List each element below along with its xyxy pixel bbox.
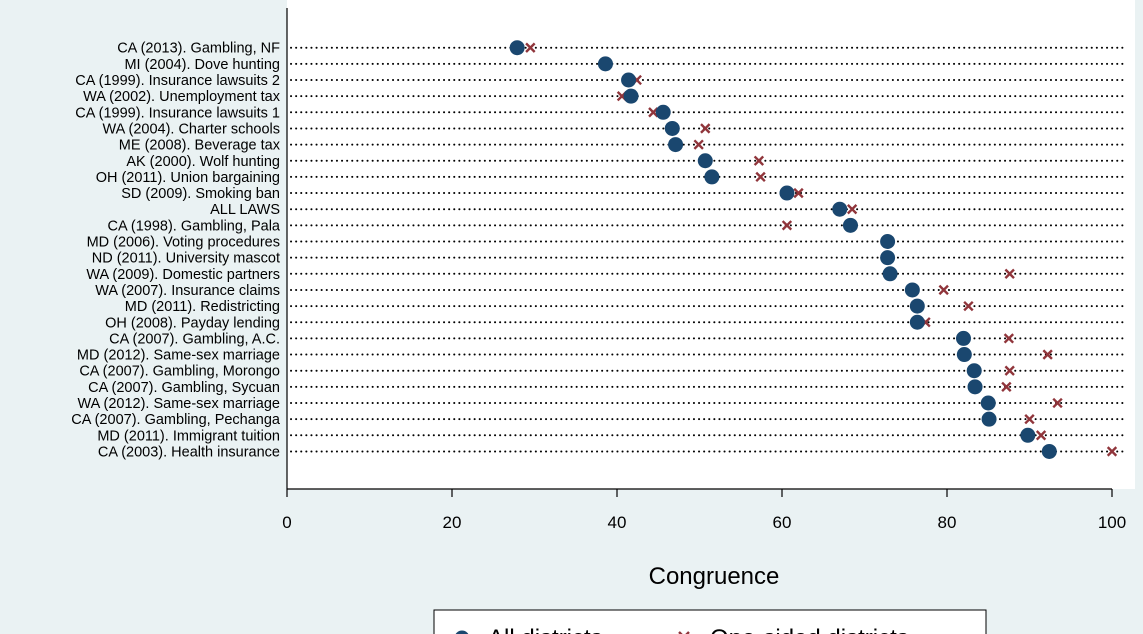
x-tick-label: 100: [1098, 513, 1126, 532]
category-label: CA (2007). Gambling, Sycuan: [88, 380, 280, 396]
one-sided-districts-point: [781, 220, 793, 231]
legend-label-one-sided-districts: One-sided districts: [710, 625, 909, 634]
one-sided-districts-point: [938, 284, 949, 296]
one-sided-districts-point: [1004, 268, 1015, 279]
one-sided-districts-point: [1042, 349, 1053, 360]
all-districts-point: [956, 347, 972, 363]
all-districts-point: [1020, 427, 1036, 443]
one-sided-districts-point: [1003, 333, 1015, 344]
one-sided-districts-point: [1035, 430, 1047, 441]
all-districts-point: [909, 314, 925, 330]
all-districts-point: [621, 72, 637, 88]
x-tick-label: 60: [773, 513, 792, 532]
series-one-sided-districts: [525, 42, 1118, 457]
one-sided-districts-point: [1004, 365, 1015, 376]
x-tick-label: 40: [608, 513, 627, 532]
category-label: CA (1999). Insurance lawsuits 1: [75, 105, 280, 121]
all-districts-point: [697, 153, 713, 169]
one-sided-districts-point: [648, 107, 659, 118]
all-districts-point: [981, 411, 997, 427]
x-axis-title: Congruence: [649, 563, 780, 590]
one-sided-districts-point: [793, 187, 804, 199]
category-label: CA (2007). Gambling, Morongo: [79, 364, 280, 380]
category-label: OH (2008). Payday lending: [105, 315, 280, 331]
one-sided-districts-point: [1001, 381, 1012, 392]
all-districts-point: [664, 120, 680, 136]
x-tick-label: 0: [282, 513, 291, 532]
all-districts-point: [909, 298, 925, 314]
all-districts-point: [623, 88, 639, 104]
all-districts-point: [980, 395, 996, 411]
x-tick-label: 80: [938, 513, 957, 532]
category-label: WA (2012). Same-sex marriage: [77, 396, 280, 412]
category-label: CA (2007). Gambling, Pechanga: [71, 412, 281, 428]
category-label: WA (2009). Domestic partners: [86, 267, 280, 283]
category-label: MD (2006). Voting procedures: [87, 235, 280, 251]
category-label: WA (2002). Unemployment tax: [83, 89, 281, 105]
all-districts-point: [880, 250, 896, 266]
one-sided-districts-point: [1052, 397, 1063, 409]
all-districts-point: [842, 217, 858, 233]
all-districts-point: [904, 282, 920, 298]
all-districts-point: [655, 104, 671, 120]
category-label: WA (2004). Charter schools: [102, 121, 280, 137]
category-label: CA (1999). Insurance lawsuits 2: [75, 73, 280, 89]
all-districts-point: [704, 169, 720, 185]
category-label: ME (2008). Beverage tax: [119, 138, 281, 154]
category-label: ND (2011). University mascot: [92, 251, 280, 267]
legend-label-all-districts: All districts: [488, 625, 603, 634]
all-districts-point: [956, 330, 971, 346]
category-label: OH (2011). Union bargaining: [96, 170, 280, 186]
category-label: CA (1998). Gambling, Pala: [108, 218, 281, 234]
all-districts-point: [966, 363, 982, 379]
all-districts-point: [967, 379, 983, 395]
all-districts-point: [1041, 443, 1057, 459]
one-sided-districts-point: [963, 300, 974, 312]
plot-area: [287, 0, 1135, 489]
category-label: MD (2011). Redistricting: [125, 299, 280, 315]
all-districts-point: [509, 40, 525, 56]
category-label: MD (2012). Same-sex marriage: [77, 348, 280, 364]
all-districts-point: [882, 266, 898, 282]
x-axis-ticks: 0 20 40 60 80 100: [282, 489, 1126, 532]
all-districts-point: [779, 185, 795, 201]
legend-box: [433, 609, 987, 634]
one-sided-districts-point: [753, 155, 765, 166]
x-tick-label: 20: [443, 513, 462, 532]
series-all-districts: [509, 40, 1057, 459]
category-label: SD (2009). Smoking ban: [121, 186, 280, 202]
one-sided-districts-point: [1106, 446, 1118, 457]
category-label: ALL LAWS: [210, 202, 280, 218]
all-districts-point: [832, 201, 848, 217]
legend: All districts One-sided districts: [433, 609, 987, 634]
category-label: MD (2011). Immigrant tuition: [97, 428, 280, 444]
one-sided-districts-point: [1024, 414, 1035, 425]
category-label: AK (2000). Wolf hunting: [126, 154, 280, 170]
one-sided-districts-point: [755, 171, 766, 183]
one-sided-districts-point: [693, 139, 704, 150]
all-districts-point: [597, 56, 613, 72]
one-sided-districts-point: [525, 42, 536, 53]
one-sided-districts-point: [846, 204, 858, 215]
category-label: CA (2003). Health insurance: [98, 444, 280, 460]
all-districts-point: [880, 234, 896, 249]
category-label: WA (2007). Insurance claims: [95, 283, 280, 299]
category-label: CA (2013). Gambling, NF: [117, 41, 280, 57]
one-sided-districts-point: [700, 123, 711, 134]
category-label: MI (2004). Dove hunting: [124, 57, 280, 73]
legend-circle-marker-icon: [455, 630, 469, 634]
category-label: CA (2007). Gambling, A.C.: [109, 331, 280, 347]
all-districts-point: [668, 137, 684, 153]
